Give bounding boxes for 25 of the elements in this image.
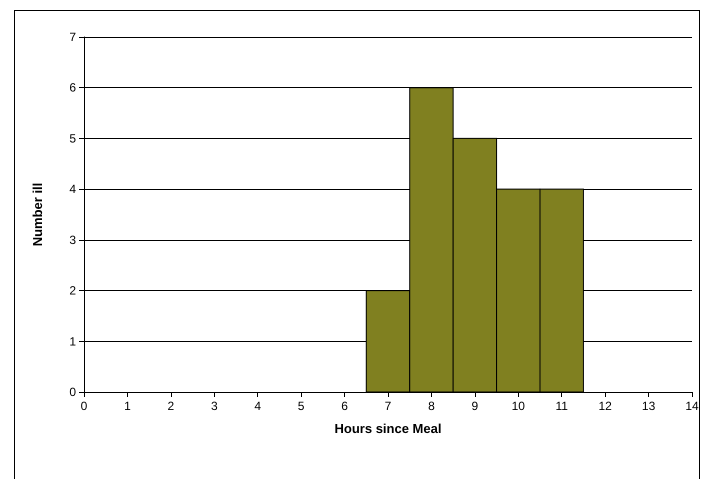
y-tick-label: 7 <box>69 30 76 44</box>
x-tick-label: 0 <box>80 399 88 413</box>
y-tick-label: 0 <box>69 385 76 399</box>
x-tick-label: 5 <box>298 399 305 413</box>
x-tick-label: 7 <box>384 399 392 413</box>
x-tick-label: 13 <box>642 399 656 413</box>
x-tick-label: 2 <box>168 399 175 413</box>
y-tick-label: 3 <box>69 232 76 247</box>
x-tick-label: 4 <box>254 399 262 413</box>
x-tick-label: 12 <box>598 399 612 413</box>
x-tick-label: 1 <box>124 399 132 413</box>
x-tick-label: 9 <box>472 399 479 413</box>
y-tick-label: 4 <box>69 182 76 196</box>
y-tick-label: 2 <box>69 284 76 298</box>
x-axis-title: Hours since Meal <box>334 421 442 436</box>
x-tick-label: 10 <box>512 399 526 413</box>
y-tick-label: 1 <box>69 334 76 348</box>
y-tick-label: 6 <box>69 80 76 95</box>
x-tick-label: 11 <box>555 399 568 413</box>
y-axis-title: Number ill <box>30 182 45 246</box>
y-tick-label: 5 <box>69 131 76 146</box>
x-tick-label: 6 <box>341 399 348 413</box>
x-tick-label: 14 <box>685 399 699 413</box>
x-tick-label: 3 <box>210 399 218 413</box>
x-tick-label: 8 <box>428 399 436 413</box>
